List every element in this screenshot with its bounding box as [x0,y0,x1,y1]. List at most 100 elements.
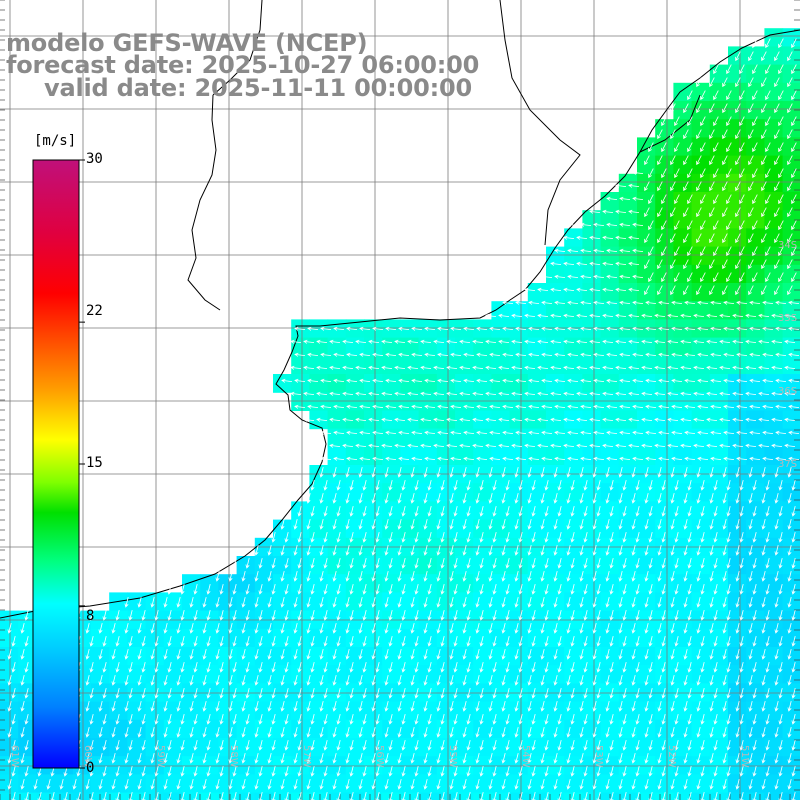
wind-arrow [345,779,350,790]
wind-arrow [537,339,549,344]
speed-cell [436,719,456,739]
wind-arrow [414,714,419,725]
wind-arrow [576,261,588,266]
wind-arrow [362,558,367,569]
wind-arrow [345,571,350,582]
speed-cell [546,665,565,684]
wind-arrow [219,714,224,725]
wind-arrow [411,456,423,461]
wind-arrow [602,209,614,214]
wind-arrow [609,532,614,543]
wind-arrow [580,352,592,357]
wind-arrow [657,571,662,582]
speed-cell [72,774,92,794]
wind-arrow [394,391,406,396]
wind-arrow [440,714,445,725]
wind-arrow [528,404,540,409]
wind-arrow [24,662,29,673]
speed-cell [473,446,492,466]
wind-arrow [501,571,506,582]
wind-arrow [518,662,523,673]
speed-cell [764,719,784,739]
speed-cell [564,374,583,393]
wind-arrow [137,623,142,634]
wind-arrow [605,623,610,634]
wind-arrow [410,753,415,764]
wind-arrow [193,714,198,725]
wind-arrow [355,339,367,344]
wind-arrow [726,636,731,647]
wind-arrow [297,532,302,543]
wind-arrow [713,740,718,751]
wind-arrow [124,675,129,686]
wind-arrow [345,545,350,556]
wind-arrow [631,467,636,478]
wind-arrow [371,597,376,608]
wind-arrow [531,662,536,673]
wind-arrow [537,391,549,396]
speed-cell [728,556,747,575]
wind-arrow [765,168,771,179]
wind-arrow [372,404,384,409]
wind-arrow [7,675,12,686]
wind-arrow [332,571,337,582]
wind-arrow [644,753,649,764]
speed-cell [637,501,656,521]
speed-cell [600,283,620,302]
wind-arrow [605,727,610,738]
wind-arrow [297,558,302,569]
wind-arrow [719,417,731,422]
wind-arrow [232,740,237,751]
wind-arrow [605,467,610,478]
speed-cell [637,792,656,800]
wind-arrow [254,779,259,790]
wind-arrow [619,430,631,435]
wind-arrow [329,391,341,396]
wind-arrow [670,623,675,634]
speed-cell [728,192,747,211]
wind-arrow [696,571,701,582]
wind-arrow [189,753,194,764]
wind-arrow [449,571,454,582]
wind-arrow [726,272,732,283]
wind-arrow [398,326,410,331]
wind-arrow [332,519,337,530]
wind-arrow [89,662,94,673]
wind-arrow [735,207,741,218]
speed-cell [455,592,474,612]
wind-arrow [735,51,741,62]
speed-cell [764,64,784,84]
speed-cell [618,556,638,575]
wind-arrow [589,365,601,370]
wind-arrow [297,740,302,751]
wind-arrow [618,467,623,478]
speed-cell [327,628,347,648]
wind-arrow [284,558,289,569]
wind-arrow [606,378,618,383]
wind-arrow [583,636,588,647]
wind-arrow [683,233,689,244]
wind-arrow [645,326,657,331]
wind-arrow [449,467,454,478]
speed-cell [327,337,347,357]
wind-arrow [645,456,657,461]
wind-arrow [371,623,376,634]
wind-arrow [154,740,159,751]
wind-arrow [544,610,549,621]
wind-arrow [479,740,484,751]
wind-arrow [137,701,142,712]
wind-arrow [576,365,588,370]
speed-cell [618,192,638,211]
speed-cell [655,374,674,393]
wind-arrow [635,610,640,621]
wind-arrow [593,326,605,331]
wind-arrow [394,339,406,344]
wind-arrow [739,246,745,257]
wind-arrow [336,558,341,569]
wind-arrow [788,352,800,357]
speed-cell [200,774,219,794]
speed-cell [637,719,656,739]
speed-cell [673,628,693,648]
longitude-label: 53W [593,745,604,768]
wind-arrow [189,727,194,738]
